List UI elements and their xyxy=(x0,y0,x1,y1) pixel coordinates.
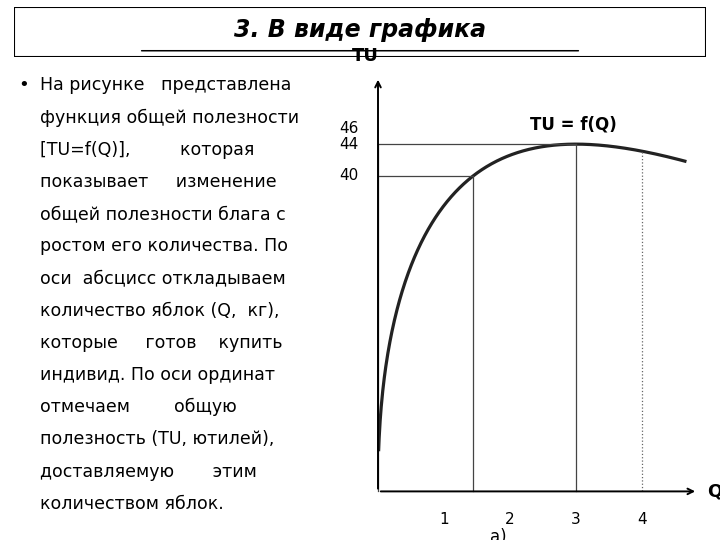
Text: 3. В виде графика: 3. В виде графика xyxy=(234,18,486,42)
Text: 40: 40 xyxy=(340,168,359,183)
Text: полезность (TU, ютилей),: полезность (TU, ютилей), xyxy=(40,430,274,448)
Text: ростом его количества. По: ростом его количества. По xyxy=(40,237,287,255)
Text: функция общей полезности: функция общей полезности xyxy=(40,109,299,127)
Text: доставляемую       этим: доставляемую этим xyxy=(40,463,256,481)
Text: 1: 1 xyxy=(439,512,449,527)
Text: TU = f(Q): TU = f(Q) xyxy=(530,116,616,133)
Text: оси  абсцисс откладываем: оси абсцисс откладываем xyxy=(40,269,285,287)
Text: 2: 2 xyxy=(505,512,515,527)
Text: показывает     изменение: показывает изменение xyxy=(40,173,276,191)
Text: общей полезности блага с: общей полезности блага с xyxy=(40,205,285,223)
Text: TU: TU xyxy=(352,46,379,65)
Text: 4: 4 xyxy=(637,512,647,527)
Text: 46: 46 xyxy=(340,121,359,136)
Text: •: • xyxy=(18,76,29,94)
Text: отмечаем        общую: отмечаем общую xyxy=(40,398,236,416)
Text: На рисунке   представлена: На рисунке представлена xyxy=(40,76,291,94)
Text: которые     готов    купить: которые готов купить xyxy=(40,334,282,352)
Text: 44: 44 xyxy=(340,137,359,152)
Text: индивид. По оси ординат: индивид. По оси ординат xyxy=(40,366,274,384)
FancyBboxPatch shape xyxy=(14,7,706,57)
Text: [TU=f(Q)],         которая: [TU=f(Q)], которая xyxy=(40,140,254,159)
Text: количеством яблок.: количеством яблок. xyxy=(40,495,223,513)
Text: Q: Q xyxy=(708,482,720,501)
Text: 3: 3 xyxy=(571,512,581,527)
Text: а): а) xyxy=(490,528,507,540)
Text: количество яблок (Q,  кг),: количество яблок (Q, кг), xyxy=(40,302,279,320)
